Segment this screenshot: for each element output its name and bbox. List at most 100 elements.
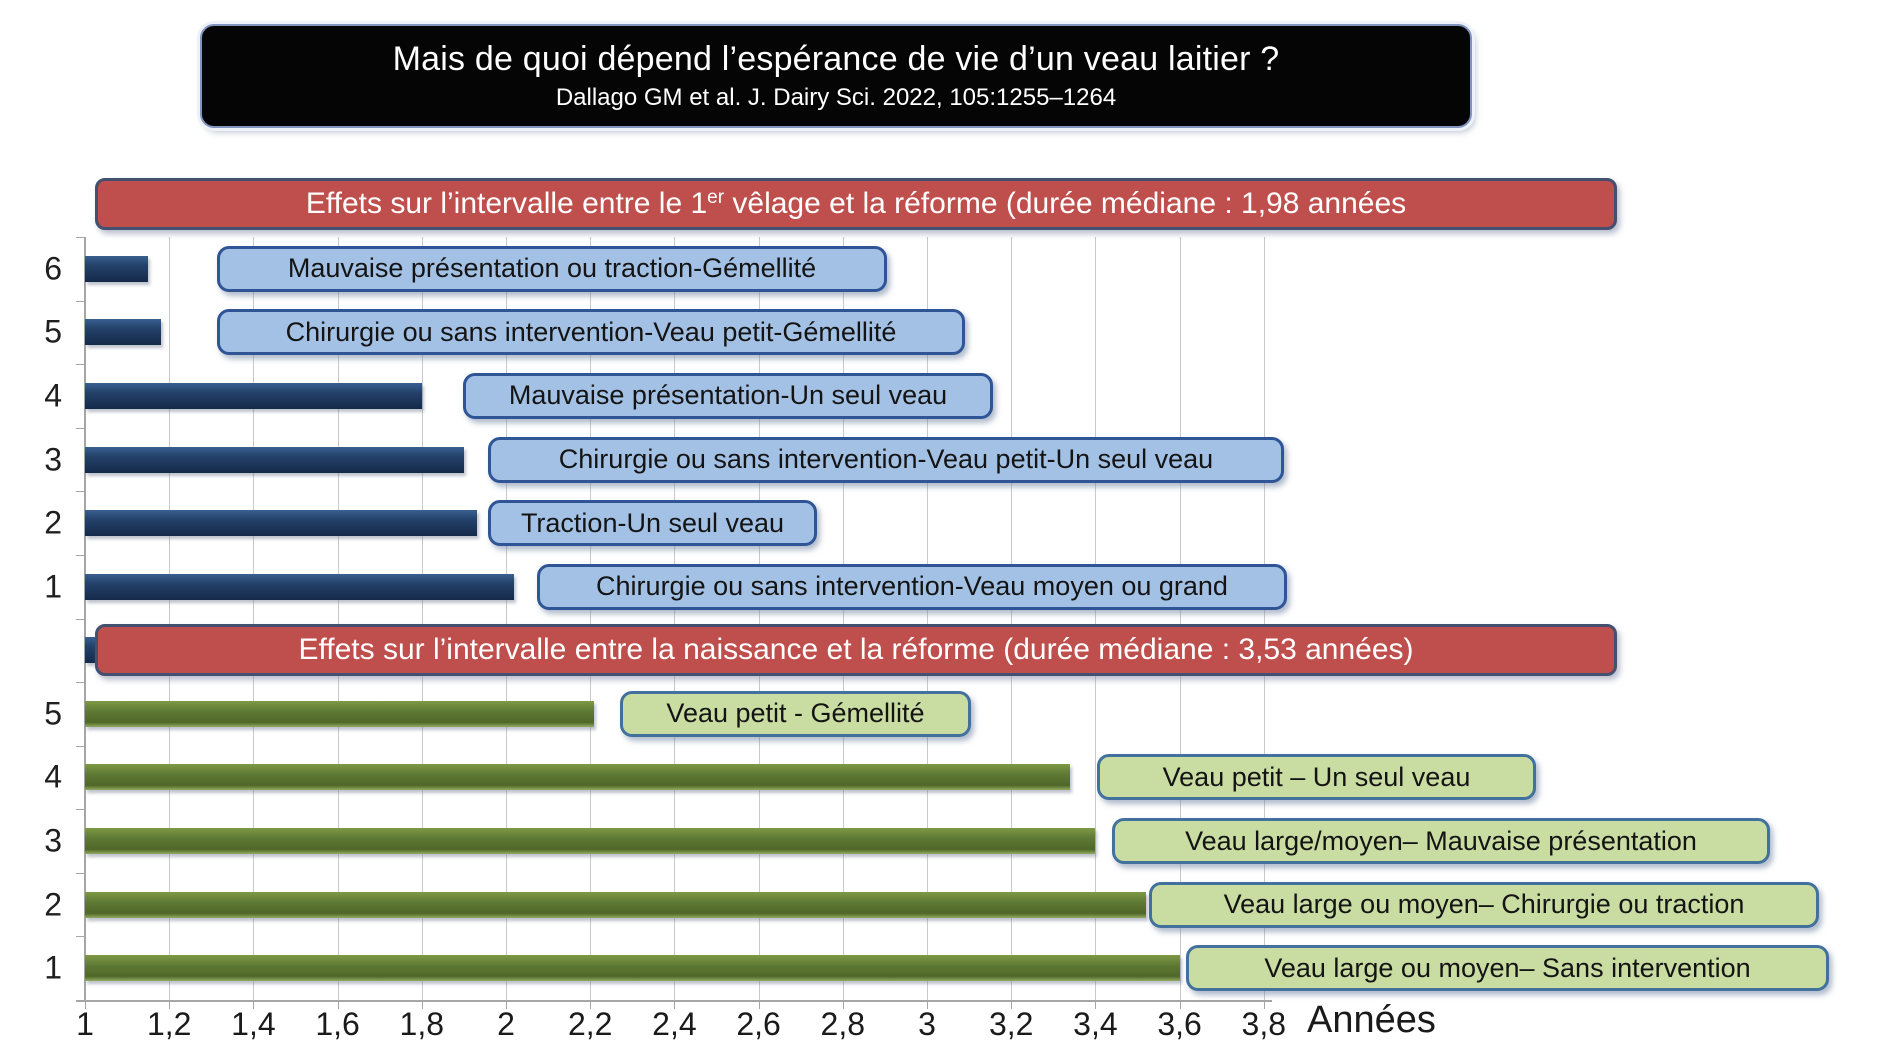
x-axis-tick — [927, 1000, 928, 1009]
row-rank-label: 5 — [44, 695, 62, 732]
row-rank-label: 6 — [44, 250, 62, 287]
bar — [85, 764, 1071, 791]
x-tick-label: 3,2 — [988, 1006, 1034, 1042]
row-rank-label: 1 — [44, 568, 62, 605]
vertical-gridline — [169, 237, 171, 1000]
bar-label-box: Chirurgie ou sans intervention-Veau moye… — [537, 563, 1287, 610]
vertical-gridline — [1011, 237, 1013, 1000]
row-rank-label: 2 — [44, 504, 62, 541]
banner-text-suffix: vêlage et la réforme (durée médiane : 1,… — [724, 187, 1407, 220]
bar — [85, 446, 464, 473]
y-axis-tick — [76, 745, 85, 747]
banner-text-prefix: Effets sur l’intervalle entre le 1 — [305, 187, 708, 220]
x-tick-label: 3 — [918, 1006, 936, 1042]
bar-label-box: Mauvaise présentation-Un seul veau — [463, 372, 993, 419]
section-banner-naissance-reforme: Effets sur l’intervalle entre la naissan… — [95, 624, 1617, 676]
x-tick-label: 3,8 — [1241, 1006, 1287, 1042]
bar-label-box: Veau large ou moyen– Sans intervention — [1186, 945, 1829, 992]
x-tick-label: 2,2 — [567, 1006, 613, 1042]
x-tick-label: 2,8 — [820, 1006, 866, 1042]
vertical-gridline — [1179, 237, 1181, 1000]
vertical-gridline — [253, 237, 255, 1000]
page-title: Mais de quoi dépend l’espérance de vie d… — [392, 40, 1280, 78]
bar — [85, 255, 149, 282]
citation-text: Dallago GM et al. J. Dairy Sci. 2022, 10… — [555, 84, 1117, 111]
row-rank-label: 5 — [44, 313, 62, 350]
y-axis-tick — [76, 872, 85, 874]
x-tick-label: 1,2 — [146, 1006, 192, 1042]
x-axis-line — [76, 1000, 1273, 1002]
bar-label-box: Chirurgie ou sans intervention-Veau peti… — [488, 436, 1284, 483]
row-rank-label: 2 — [44, 886, 62, 923]
bar-label-box: Veau large/moyen– Mauvaise présentation — [1112, 818, 1770, 865]
vertical-gridline — [590, 237, 592, 1000]
row-rank-label: 3 — [44, 441, 62, 478]
vertical-gridline — [758, 237, 760, 1000]
x-tick-label: 1 — [76, 1006, 94, 1042]
x-axis-tick — [253, 1000, 255, 1009]
y-axis-tick — [76, 809, 85, 811]
y-axis-tick — [76, 936, 85, 938]
x-axis-tick — [590, 1000, 592, 1009]
bar-label-box: Mauvaise présentation ou traction-Gémell… — [217, 245, 887, 292]
x-axis-tick — [1011, 1000, 1013, 1009]
banner-text-prefix: Effets sur l’intervalle entre la naissan… — [298, 633, 1414, 666]
row-rank-label: 4 — [44, 758, 62, 795]
x-tick-label: 1,4 — [231, 1006, 276, 1042]
x-axis-tick — [842, 1000, 844, 1009]
x-tick-label: 1,8 — [399, 1006, 445, 1042]
bar — [85, 573, 515, 600]
x-axis-tick — [85, 1000, 86, 1009]
y-axis-tick — [76, 618, 85, 620]
x-axis-tick — [1179, 1000, 1181, 1009]
section-banner-velage-reforme: Effets sur l’intervalle entre le 1 er vêl… — [95, 178, 1617, 230]
x-tick-label: 2 — [497, 1006, 515, 1042]
bar — [85, 510, 477, 537]
vertical-gridline — [842, 237, 844, 1000]
x-tick-label: 2,4 — [652, 1006, 697, 1042]
x-axis-tick — [674, 1000, 676, 1009]
row-rank-label: 3 — [44, 822, 62, 859]
vertical-gridline — [337, 237, 339, 1000]
bar-label-box: Veau large ou moyen– Chirurgie ou tracti… — [1149, 881, 1819, 928]
banner-superscript: er — [707, 187, 725, 208]
bar — [85, 319, 161, 346]
x-axis-tick — [421, 1000, 423, 1009]
bar-label-box: Chirurgie ou sans intervention-Veau peti… — [217, 309, 965, 356]
x-axis-tick — [506, 1000, 507, 1009]
bar — [85, 891, 1146, 918]
y-axis-tick — [76, 554, 85, 556]
bar — [85, 955, 1180, 982]
bar-label-box: Traction-Un seul veau — [488, 500, 817, 547]
y-axis-tick — [76, 682, 85, 684]
x-axis-tick — [169, 1000, 171, 1009]
vertical-gridline — [674, 237, 676, 1000]
y-axis-tick — [76, 237, 85, 238]
vertical-gridline — [927, 237, 928, 1000]
y-axis-tick — [76, 1000, 85, 1001]
bar-label-box: Veau petit - Gémellité — [620, 690, 971, 737]
bar — [85, 382, 422, 409]
x-tick-label: 1,6 — [315, 1006, 360, 1042]
x-axis-tick — [758, 1000, 760, 1009]
vertical-gridline — [506, 237, 507, 1000]
title-box: Mais de quoi dépend l’espérance de vie d… — [200, 24, 1472, 128]
vertical-gridline — [421, 237, 423, 1000]
x-tick-label: 3,4 — [1073, 1006, 1118, 1042]
y-axis-tick — [76, 427, 85, 429]
vertical-gridline — [1263, 237, 1265, 1000]
bar — [85, 828, 1096, 855]
row-rank-label: 1 — [44, 949, 62, 986]
bar — [85, 700, 595, 727]
x-tick-label: 3,6 — [1157, 1006, 1202, 1042]
bar-unlabeled-header — [85, 637, 98, 664]
row-rank-label: 4 — [44, 377, 62, 414]
x-axis-tick — [1263, 1000, 1265, 1009]
x-axis-tick — [337, 1000, 339, 1009]
y-axis-tick — [76, 300, 85, 302]
y-axis-tick — [76, 491, 85, 493]
x-tick-label: 2,6 — [736, 1006, 781, 1042]
y-axis-line — [84, 237, 86, 1000]
bar-label-box: Veau petit – Un seul veau — [1097, 754, 1536, 801]
